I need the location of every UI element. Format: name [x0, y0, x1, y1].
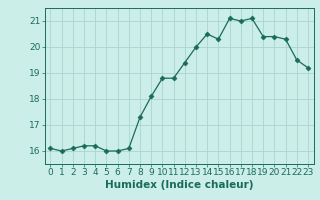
X-axis label: Humidex (Indice chaleur): Humidex (Indice chaleur)	[105, 180, 253, 190]
